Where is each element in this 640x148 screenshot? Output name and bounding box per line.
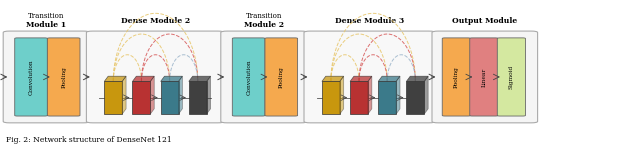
Polygon shape	[150, 76, 154, 114]
Text: Pooling: Pooling	[454, 66, 459, 88]
FancyBboxPatch shape	[232, 38, 265, 116]
Polygon shape	[424, 76, 428, 114]
Bar	[132, 81, 150, 114]
Bar	[378, 81, 396, 114]
FancyBboxPatch shape	[15, 38, 47, 116]
Bar	[161, 81, 179, 114]
Text: Sigmoid: Sigmoid	[509, 65, 514, 89]
Text: Dense Module 3: Dense Module 3	[335, 17, 404, 25]
Text: Module 1: Module 1	[26, 21, 67, 29]
Polygon shape	[179, 76, 182, 114]
Polygon shape	[406, 76, 428, 81]
FancyBboxPatch shape	[265, 38, 298, 116]
Text: Linear: Linear	[481, 67, 486, 87]
Text: Convolution: Convolution	[246, 59, 251, 95]
Polygon shape	[340, 76, 344, 114]
Polygon shape	[161, 76, 182, 81]
Polygon shape	[378, 76, 400, 81]
Bar	[322, 81, 340, 114]
Bar	[406, 81, 424, 114]
Text: Transition: Transition	[246, 12, 282, 20]
Text: Output Module: Output Module	[452, 17, 517, 25]
Polygon shape	[189, 76, 211, 81]
Polygon shape	[122, 76, 126, 114]
Text: Module 2: Module 2	[244, 21, 284, 29]
FancyBboxPatch shape	[432, 31, 538, 123]
Polygon shape	[322, 76, 344, 81]
Bar	[104, 81, 122, 114]
Polygon shape	[350, 76, 372, 81]
Polygon shape	[104, 76, 126, 81]
FancyBboxPatch shape	[442, 38, 470, 116]
Bar	[189, 81, 207, 114]
FancyBboxPatch shape	[86, 31, 224, 123]
Text: Fig. 2: Network structure of DenseNet 121: Fig. 2: Network structure of DenseNet 12…	[6, 136, 172, 144]
FancyBboxPatch shape	[221, 31, 307, 123]
Polygon shape	[132, 76, 154, 81]
Text: Pooling: Pooling	[61, 66, 66, 88]
Text: Dense Module 2: Dense Module 2	[120, 17, 190, 25]
FancyBboxPatch shape	[304, 31, 435, 123]
Polygon shape	[396, 76, 400, 114]
Text: Transition: Transition	[28, 12, 65, 20]
Text: Pooling: Pooling	[279, 66, 284, 88]
Text: Convolution: Convolution	[29, 59, 33, 95]
Polygon shape	[368, 76, 372, 114]
FancyBboxPatch shape	[470, 38, 498, 116]
FancyBboxPatch shape	[3, 31, 90, 123]
FancyBboxPatch shape	[47, 38, 80, 116]
Bar	[350, 81, 368, 114]
FancyBboxPatch shape	[497, 38, 525, 116]
Polygon shape	[207, 76, 211, 114]
